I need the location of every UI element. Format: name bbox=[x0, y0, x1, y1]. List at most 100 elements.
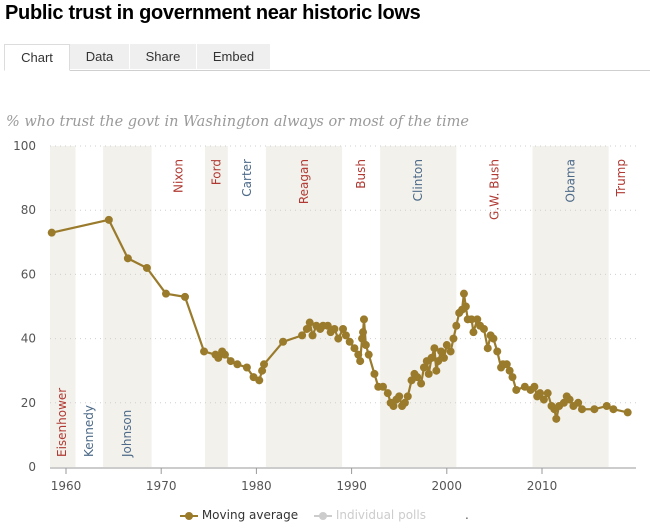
data-point bbox=[539, 395, 548, 404]
data-point bbox=[364, 350, 373, 359]
data-point bbox=[536, 389, 545, 398]
data-point bbox=[356, 357, 365, 366]
y-tick-label: 100 bbox=[13, 139, 36, 153]
data-point bbox=[341, 331, 350, 340]
legend-marker-moving-average bbox=[180, 511, 198, 520]
data-point bbox=[370, 369, 379, 378]
data-point bbox=[379, 382, 388, 391]
president-label: Reagan bbox=[297, 159, 311, 204]
data-point bbox=[437, 347, 446, 356]
president-band bbox=[380, 146, 457, 467]
data-point bbox=[181, 292, 189, 301]
data-point bbox=[361, 341, 370, 350]
data-point bbox=[565, 395, 574, 404]
president-band bbox=[103, 146, 152, 467]
legend-extra: . bbox=[465, 508, 469, 522]
y-tick-label: 20 bbox=[21, 396, 36, 410]
data-point bbox=[258, 366, 267, 375]
data-point bbox=[123, 254, 132, 263]
data-point bbox=[417, 379, 426, 388]
data-point bbox=[452, 321, 461, 330]
data-point bbox=[459, 289, 468, 298]
data-point bbox=[512, 385, 521, 394]
president-label: Obama bbox=[564, 159, 578, 202]
president-band bbox=[265, 146, 343, 467]
president-label: Clinton bbox=[411, 159, 425, 201]
x-tick-label: 2010 bbox=[527, 479, 558, 493]
data-point bbox=[590, 405, 599, 414]
data-point bbox=[403, 392, 412, 401]
president-band bbox=[50, 146, 76, 467]
data-point bbox=[424, 369, 433, 378]
data-point bbox=[427, 353, 436, 362]
data-point bbox=[220, 350, 229, 359]
data-point bbox=[200, 347, 209, 356]
x-tick-label: 1970 bbox=[146, 479, 177, 493]
legend-label: Moving average bbox=[201, 508, 299, 522]
data-point bbox=[479, 324, 488, 333]
tab-chart[interactable]: Chart bbox=[4, 44, 70, 71]
page-title: Public trust in government near historic… bbox=[5, 2, 421, 24]
data-point bbox=[260, 360, 269, 369]
data-point bbox=[383, 389, 392, 398]
x-tick-label: 1960 bbox=[51, 479, 82, 493]
data-point bbox=[473, 315, 482, 324]
y-tick-label: 60 bbox=[21, 267, 36, 281]
data-point bbox=[242, 363, 251, 372]
data-point bbox=[493, 347, 502, 356]
data-point bbox=[400, 398, 409, 407]
data-point bbox=[446, 347, 455, 356]
data-point bbox=[419, 363, 428, 372]
chart-subtitle: % who trust the govt in Washington alway… bbox=[6, 114, 469, 130]
data-point bbox=[574, 398, 583, 407]
data-point bbox=[489, 334, 498, 343]
president-label: Johnson bbox=[120, 410, 134, 458]
data-point bbox=[430, 344, 439, 353]
data-point bbox=[339, 324, 348, 333]
data-point bbox=[305, 318, 314, 327]
data-point bbox=[432, 366, 441, 375]
data-point bbox=[359, 328, 368, 337]
president-band bbox=[204, 146, 228, 467]
data-point bbox=[395, 392, 404, 401]
president-label: G.W. Bush bbox=[487, 159, 501, 220]
data-point bbox=[552, 414, 561, 423]
data-point bbox=[461, 302, 470, 311]
y-tick-label: 40 bbox=[21, 332, 36, 346]
data-point bbox=[577, 405, 586, 414]
data-point bbox=[279, 337, 288, 346]
president-label: Trump bbox=[614, 159, 628, 197]
data-point bbox=[334, 334, 343, 343]
data-point bbox=[502, 360, 511, 369]
x-tick-label: 2000 bbox=[432, 479, 463, 493]
data-point bbox=[602, 402, 611, 411]
data-point bbox=[298, 331, 307, 340]
data-point bbox=[358, 334, 367, 343]
y-tick-label: 0 bbox=[28, 460, 36, 474]
data-point bbox=[530, 382, 539, 391]
x-tick-label: 1990 bbox=[336, 479, 367, 493]
data-point bbox=[255, 376, 264, 385]
legend-moving-average[interactable]: Moving average bbox=[180, 508, 298, 522]
data-point bbox=[214, 353, 223, 362]
president-label: Eisenhower bbox=[55, 388, 69, 457]
president-label: Ford bbox=[209, 159, 223, 185]
y-tick-label: 80 bbox=[21, 203, 36, 217]
data-point bbox=[469, 328, 478, 337]
tab-bar: Chart Data Share Embed bbox=[4, 44, 650, 71]
tab-share[interactable]: Share bbox=[130, 44, 197, 69]
data-point bbox=[543, 389, 552, 398]
president-label: Carter bbox=[240, 159, 254, 197]
legend-individual-polls[interactable]: Individual polls bbox=[314, 508, 426, 522]
data-point bbox=[439, 353, 448, 362]
president-label: Nixon bbox=[171, 159, 185, 193]
data-point bbox=[623, 408, 632, 417]
president-band bbox=[532, 146, 609, 467]
president-label: Kennedy bbox=[82, 405, 96, 457]
president-label: Bush bbox=[354, 159, 368, 189]
tab-data[interactable]: Data bbox=[70, 44, 130, 69]
data-point bbox=[350, 344, 359, 353]
tab-embed[interactable]: Embed bbox=[197, 44, 271, 69]
legend-label: Individual polls bbox=[335, 508, 426, 522]
data-point bbox=[413, 373, 422, 382]
